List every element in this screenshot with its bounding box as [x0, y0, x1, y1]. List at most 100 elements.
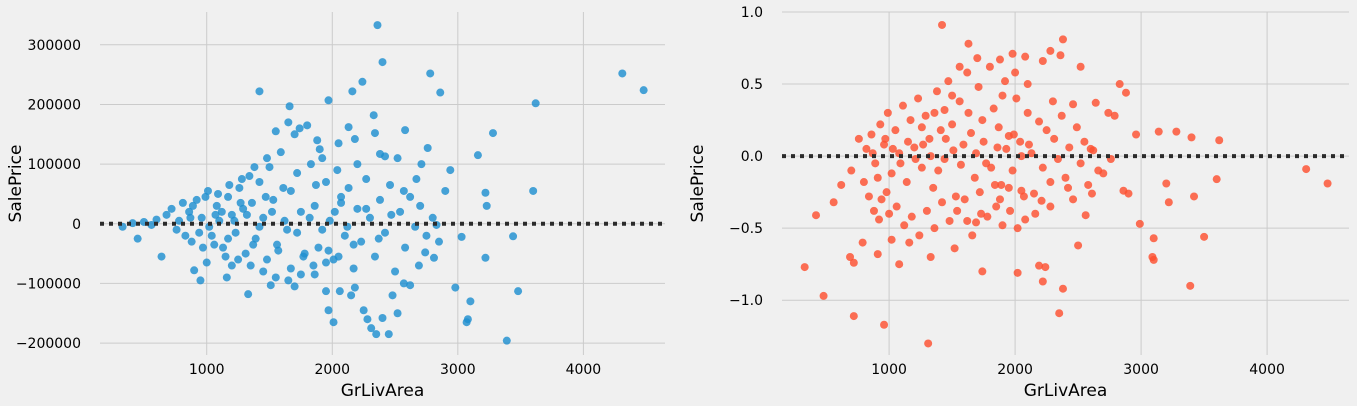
x-tick-label: 3000: [440, 362, 476, 378]
data-point: [210, 240, 219, 249]
data-point: [854, 134, 863, 143]
data-point: [955, 97, 964, 106]
data-point: [877, 195, 886, 204]
data-point: [482, 201, 491, 210]
data-point: [322, 178, 330, 187]
data-point: [1149, 234, 1158, 243]
data-point: [882, 188, 891, 197]
data-point: [944, 77, 953, 86]
data-point: [1008, 166, 1017, 175]
data-point: [1091, 98, 1100, 107]
data-point: [152, 215, 161, 224]
data-point: [885, 209, 894, 218]
x-tick-label: 1000: [189, 362, 225, 378]
data-point: [284, 118, 293, 127]
data-point: [451, 283, 460, 292]
data-point: [1058, 35, 1067, 44]
data-point: [457, 232, 466, 241]
data-point: [992, 202, 1001, 211]
data-point: [948, 91, 957, 100]
data-point: [259, 213, 268, 222]
data-point: [925, 134, 934, 143]
data-point: [406, 192, 415, 201]
data-point: [858, 238, 867, 247]
data-point: [956, 160, 965, 169]
data-point: [322, 258, 330, 267]
data-point: [202, 258, 211, 267]
data-point: [907, 212, 916, 221]
data-point: [337, 192, 346, 201]
y-tick-label: −100000: [16, 276, 81, 292]
data-point: [875, 215, 884, 224]
data-point: [1072, 123, 1081, 132]
data-point: [948, 120, 957, 129]
data-point: [1084, 180, 1093, 189]
data-point: [231, 228, 240, 237]
data-point: [1187, 133, 1196, 142]
data-point: [1086, 144, 1095, 153]
data-point: [967, 129, 975, 138]
data-point: [881, 134, 890, 143]
data-point: [349, 240, 358, 249]
data-point: [514, 287, 523, 296]
data-point: [227, 261, 236, 270]
data-point: [133, 234, 142, 243]
data-point: [349, 264, 358, 273]
data-point: [847, 166, 856, 175]
data-point: [924, 339, 933, 348]
data-point: [313, 136, 322, 145]
y-tick-label: 0.0: [741, 149, 763, 165]
data-point: [375, 195, 384, 204]
data-point: [250, 163, 259, 172]
data-point: [426, 69, 435, 78]
data-point: [335, 287, 344, 296]
data-point: [262, 154, 271, 163]
data-point: [362, 204, 371, 213]
data-point: [929, 183, 938, 192]
data-point: [350, 135, 359, 144]
data-point: [983, 212, 992, 221]
data-point: [960, 195, 969, 204]
data-point: [295, 124, 304, 133]
data-point: [1021, 215, 1030, 224]
data-point: [997, 180, 1006, 189]
data-point: [387, 210, 396, 219]
data-point: [305, 213, 314, 222]
data-point: [864, 192, 873, 201]
data-point: [242, 210, 251, 219]
y-axis-label: SalePrice: [6, 145, 26, 223]
data-point: [286, 264, 295, 273]
data-point: [902, 178, 911, 187]
data-point: [273, 240, 282, 249]
data-point: [147, 220, 156, 229]
data-point: [422, 231, 431, 240]
data-point: [895, 260, 904, 269]
data-point: [964, 108, 973, 117]
data-point: [391, 267, 400, 276]
data-point: [237, 175, 246, 184]
data-point: [887, 169, 896, 178]
data-point: [1135, 219, 1144, 228]
data-point: [181, 231, 190, 240]
data-point: [921, 111, 930, 120]
data-point: [269, 195, 278, 204]
data-point: [849, 312, 858, 321]
data-point: [236, 198, 245, 207]
data-point: [245, 172, 254, 181]
data-point: [888, 144, 897, 153]
data-point: [1046, 202, 1055, 211]
data-point: [922, 206, 931, 215]
data-point: [255, 178, 264, 187]
data-point: [396, 207, 405, 216]
data-point: [466, 297, 475, 306]
data-point: [235, 183, 244, 192]
data-point: [1057, 111, 1066, 120]
data-point: [1212, 175, 1221, 184]
data-point: [207, 231, 216, 240]
data-point: [322, 287, 330, 296]
data-point: [1016, 137, 1025, 146]
data-point: [1186, 281, 1195, 290]
data-point: [462, 318, 471, 327]
data-point: [1200, 232, 1209, 241]
data-point: [423, 144, 432, 153]
